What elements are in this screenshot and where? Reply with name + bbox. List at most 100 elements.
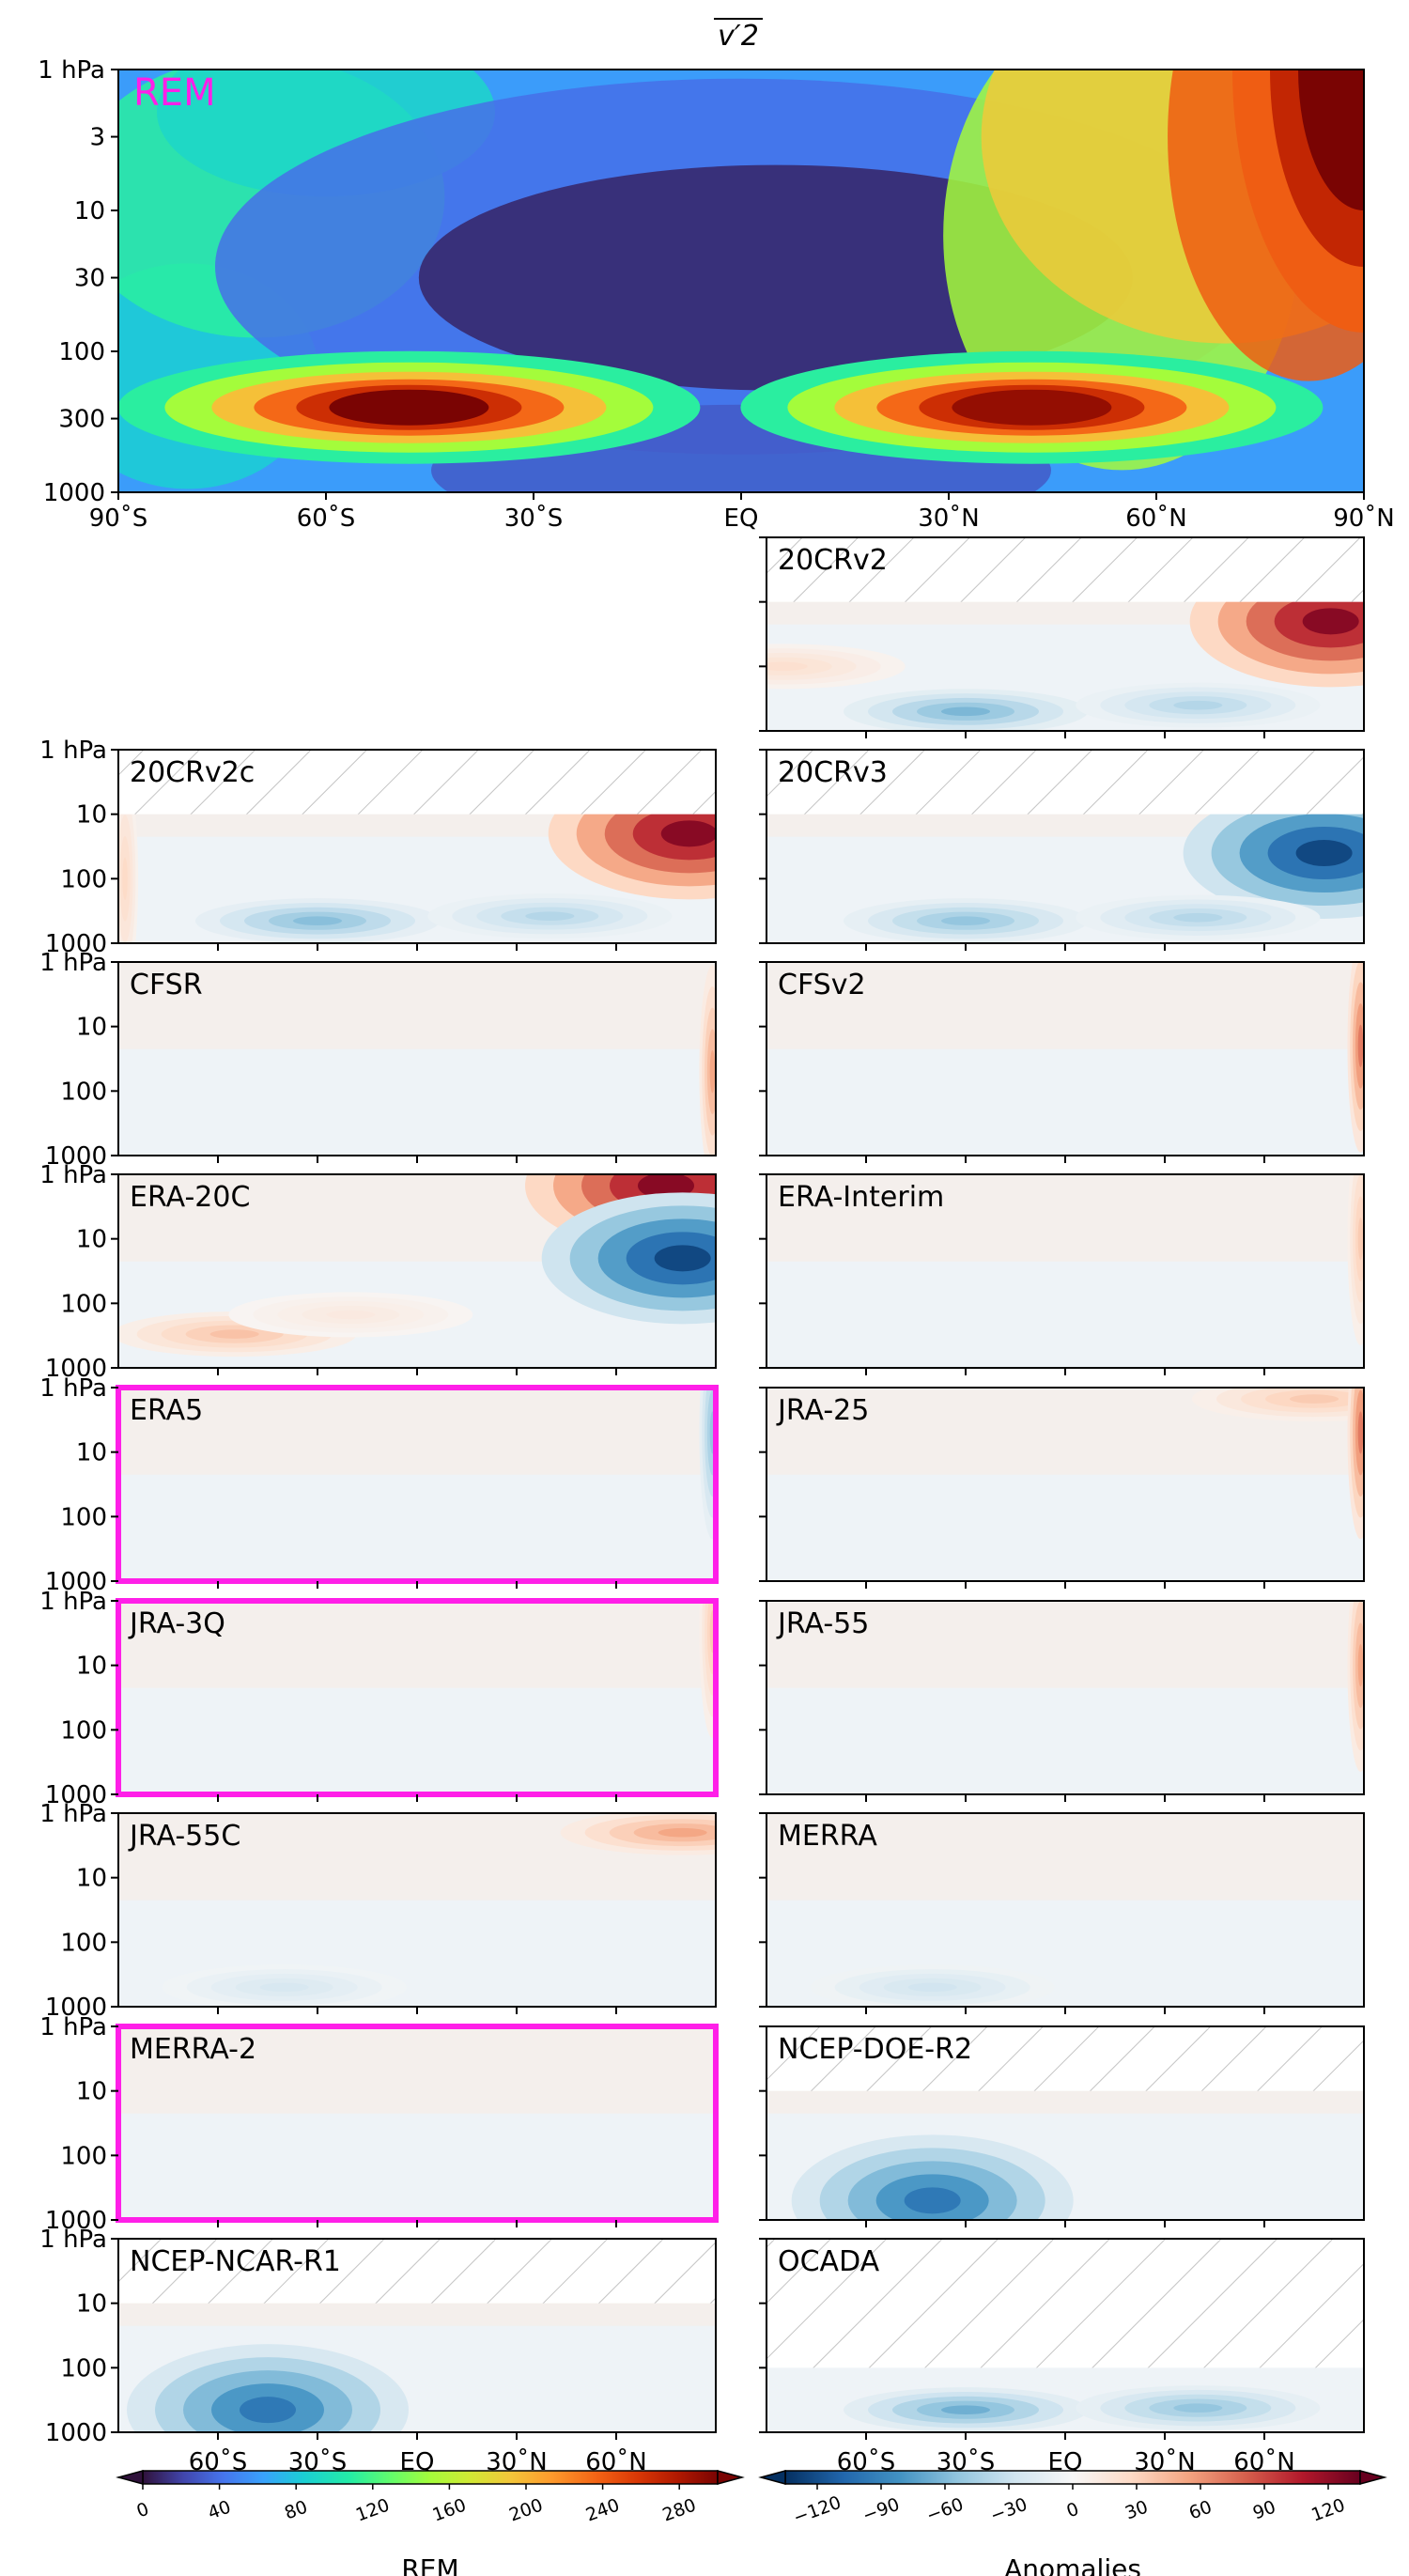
panel-label: NCEP-DOE-R2 (778, 2033, 972, 2066)
panel-y-tick-label: 1000 (45, 930, 107, 958)
panel-anomaly-contour (326, 1310, 376, 1320)
panel-upper-tint (766, 962, 1364, 1049)
panel-missing-data-hatch (766, 2239, 1364, 2368)
panel-anomaly-contour (293, 916, 342, 925)
panel-anomaly-contour (1357, 1411, 1364, 1454)
panel-y-tick-label: 100 (60, 1929, 107, 1957)
rem-y-tick-label: 1000 (43, 479, 105, 507)
panel-anomaly-contour (1173, 700, 1223, 710)
panel-label: JRA-55C (128, 1820, 240, 1853)
panel-label: 20CRv3 (778, 756, 888, 789)
panel-jra-25-field (766, 1388, 1364, 1581)
panel-anomaly-contour (209, 1329, 259, 1339)
panel-20crv2-field (766, 537, 1364, 731)
panel-label: CFSv2 (778, 969, 866, 1001)
panel-missing-data-hatch (118, 750, 716, 815)
panel-anomaly-contour (660, 820, 716, 847)
panel-y-tick-label: 1000 (45, 1355, 107, 1383)
colorbar-anomalies-tick-label: −90 (859, 2494, 902, 2526)
panel-cfsr-field (118, 962, 716, 1156)
colorbar-rem-tick-label: 0 (134, 2499, 152, 2522)
panel-y-tick-label: 100 (60, 1078, 107, 1106)
rem-y-tick-label: 1 hPa (38, 56, 105, 85)
panel-anomaly-contour (941, 2405, 990, 2414)
rem-y-tick-label: 3 (89, 124, 105, 152)
panel-y-tick-label: 100 (60, 1716, 107, 1745)
panel-label: JRA-25 (776, 1394, 869, 1427)
panel-y-tick-label: 1000 (45, 1781, 107, 1809)
panel-y-tick-label: 1000 (45, 1994, 107, 2022)
panel-label: OCADA (778, 2245, 880, 2278)
panel-anomaly-contour (904, 2187, 961, 2214)
panel-label: JRA-3Q (128, 1607, 225, 1640)
colorbar-anomalies-bar (784, 2470, 1361, 2485)
panel-y-tick-label: 100 (60, 2354, 107, 2382)
colorbar-anomalies-label: Anomalies (1004, 2553, 1141, 2576)
panel-label: 20CRv2c (130, 756, 255, 789)
panel-jra-55c-field (118, 1813, 716, 2007)
rem-polar-contour (1298, 70, 1364, 210)
panel-anomaly-contour (1173, 2403, 1223, 2413)
panel-upper-tint (118, 1601, 716, 1688)
panel-y-tick-label: 1 hPa (39, 949, 107, 977)
panel-y-tick-label: 10 (76, 1226, 107, 1254)
panel-y-tick-label: 10 (76, 1014, 107, 1042)
colorbar-anomalies-tick-label: 60 (1186, 2497, 1215, 2524)
panel-anomaly-contour (766, 661, 808, 672)
panel-y-tick-label: 1000 (45, 1568, 107, 1596)
colorbar-anomalies-tick-label: −60 (923, 2494, 966, 2526)
colorbar-anomalies-tick-label: −120 (791, 2492, 844, 2529)
rem-x-tick-label: 60˚S (297, 504, 356, 533)
rem-jet-contour (329, 389, 489, 426)
panel-missing-data-hatch (766, 537, 1364, 602)
colorbar-anomalies-tick-label: −30 (987, 2494, 1030, 2526)
colorbar-rem-extend-left (116, 2470, 144, 2485)
panel-label: JRA-55 (776, 1607, 869, 1640)
panel-y-tick-label: 1 hPa (39, 1800, 107, 1828)
panel-label: ERA-Interim (778, 1181, 944, 1214)
rem-x-tick-label: 90˚S (89, 504, 148, 533)
panel-era-20c-field (118, 1174, 716, 1368)
panel-anomaly-contour (1357, 1218, 1364, 1261)
panel-anomaly-contour (658, 1827, 707, 1838)
panel-y-tick-label: 10 (76, 1653, 107, 1681)
panel-upper-tint (766, 1601, 1364, 1688)
colorbar-rem-tick-label: 80 (282, 2497, 310, 2524)
colorbar-anomalies-extend-left (758, 2470, 786, 2485)
rem-x-tick-label: 60˚N (1125, 504, 1187, 533)
rem-y-tick-label: 10 (74, 197, 105, 225)
panel-y-tick-label: 100 (60, 1290, 107, 1318)
panel-upper-tint (118, 1388, 716, 1475)
panel-20crv3-field (766, 750, 1364, 943)
colorbar-rem-label: REM (401, 2553, 458, 2576)
colorbar-anomalies-tick-label: 0 (1064, 2499, 1082, 2522)
panel-y-tick-label: 1000 (45, 2207, 107, 2235)
panel-y-tick-label: 10 (76, 1865, 107, 1893)
panel-y-tick-label: 1 hPa (39, 2013, 107, 2041)
panel-anomaly-contour (941, 706, 990, 717)
panel-upper-tint (766, 1813, 1364, 1901)
colorbar-anomalies-tick-label: 30 (1123, 2497, 1151, 2524)
colorbar-rem-bar (142, 2470, 719, 2485)
panel-y-tick-label: 1 hPa (39, 1588, 107, 1616)
rem-x-tick-label: 90˚N (1333, 504, 1395, 533)
rem-field (118, 70, 1364, 492)
panel-y-tick-label: 100 (60, 1503, 107, 1531)
panel-anomaly-contour (1357, 1644, 1364, 1687)
panel-ncep-ncar-r1-field (118, 2239, 716, 2432)
panel-upper-tint (118, 962, 716, 1049)
panel-label: ERA5 (130, 1394, 203, 1427)
colorbar-rem-tick-label: 160 (430, 2494, 470, 2525)
colorbar-anomalies-tick-label: 120 (1308, 2494, 1348, 2525)
panel-label: MERRA (778, 1820, 877, 1853)
panel-y-tick-label: 100 (60, 2142, 107, 2170)
rem-y-tick-label: 30 (74, 265, 105, 293)
colorbar-anomalies-tick-label: 90 (1250, 2497, 1278, 2524)
panel-ncep-doe-r2-field (766, 2026, 1364, 2220)
panel-anomaly-contour (259, 1982, 309, 1993)
panel-y-tick-label: 1 hPa (39, 2226, 107, 2254)
colorbar-rem-tick-label: 280 (659, 2494, 699, 2525)
panel-era5-field (118, 1388, 716, 1581)
colorbar-rem-tick-label: 40 (205, 2497, 233, 2524)
